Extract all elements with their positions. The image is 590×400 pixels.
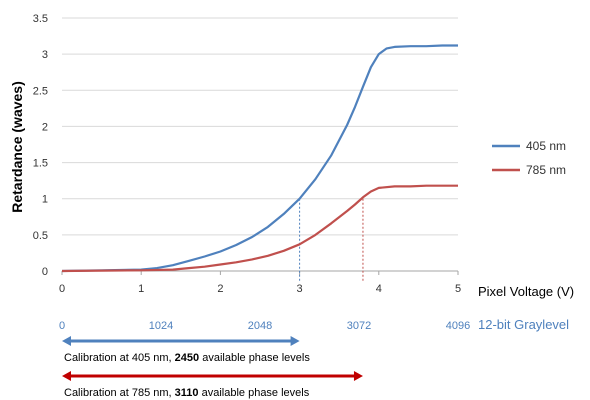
phase-level-count: 2450: [175, 352, 199, 364]
calibration-annotations: Calibration at 405 nm, 2450 available ph…: [62, 336, 363, 399]
y-tick-label: 3.5: [33, 13, 48, 25]
legend-label: 785 nm: [526, 163, 566, 177]
calibration-caption: Calibration at 785 nm, 3110 available ph…: [64, 387, 310, 399]
calibration-arrow-head-right: [353, 371, 363, 381]
tick-labels: 0 0.5 1 1.5 2 2.5 3 3.5 0 1 2 3 4 5 0 1024 2048 3072 4096: [33, 13, 471, 332]
calibration-caption-text: available phase levels: [199, 387, 310, 399]
y-tick-label: 1: [42, 194, 48, 206]
x-tick-label: 5: [455, 283, 461, 295]
y-tick-label: 0.5: [33, 230, 48, 242]
y-tick-label: 0: [42, 266, 48, 278]
series-lines: [61, 44, 458, 273]
x-axis-title: Pixel Voltage (V): [478, 284, 574, 299]
y-tick-label: 2: [42, 121, 48, 133]
axes: [61, 270, 459, 275]
legend-label: 405 nm: [526, 139, 566, 153]
gridlines: [62, 17, 458, 236]
x-tick-label: 1: [138, 283, 144, 295]
calibration-arrow-head-right: [290, 336, 300, 346]
y-tick-label: 1.5: [33, 158, 48, 170]
graylevel-tick-label: 2048: [248, 320, 272, 332]
y-tick-label: 2.5: [33, 85, 48, 97]
series-line-785-nm: [61, 184, 458, 273]
legend: 405 nm 785 nm: [492, 139, 566, 177]
graylevel-tick-label: 4096: [446, 320, 470, 332]
x-tick-label: 3: [297, 283, 303, 295]
y-axis-title: Retardance (waves): [9, 81, 25, 213]
graylevel-tick-label: 0: [59, 320, 65, 332]
series-line-405-nm: [61, 44, 458, 273]
y-tick-label: 3: [42, 49, 48, 61]
x-tick-label: 4: [376, 283, 382, 295]
x-tick-label: 2: [217, 283, 223, 295]
graylevel-axis-title: 12-bit Graylevel: [478, 317, 569, 332]
calibration-arrow-head-left: [62, 336, 71, 346]
guide-lines: [299, 198, 364, 281]
graylevel-tick-label: 1024: [149, 320, 173, 332]
calibration-arrow-head-left: [62, 371, 71, 381]
calibration-caption-text: Calibration at 785 nm,: [64, 387, 175, 399]
calibration-caption-text: available phase levels: [199, 352, 310, 364]
calibration-caption-text: Calibration at 405 nm,: [64, 352, 175, 364]
x-tick-label: 0: [59, 283, 65, 295]
phase-level-count: 3110: [175, 387, 199, 399]
calibration-caption: Calibration at 405 nm, 2450 available ph…: [64, 352, 310, 364]
graylevel-tick-label: 3072: [347, 320, 371, 332]
